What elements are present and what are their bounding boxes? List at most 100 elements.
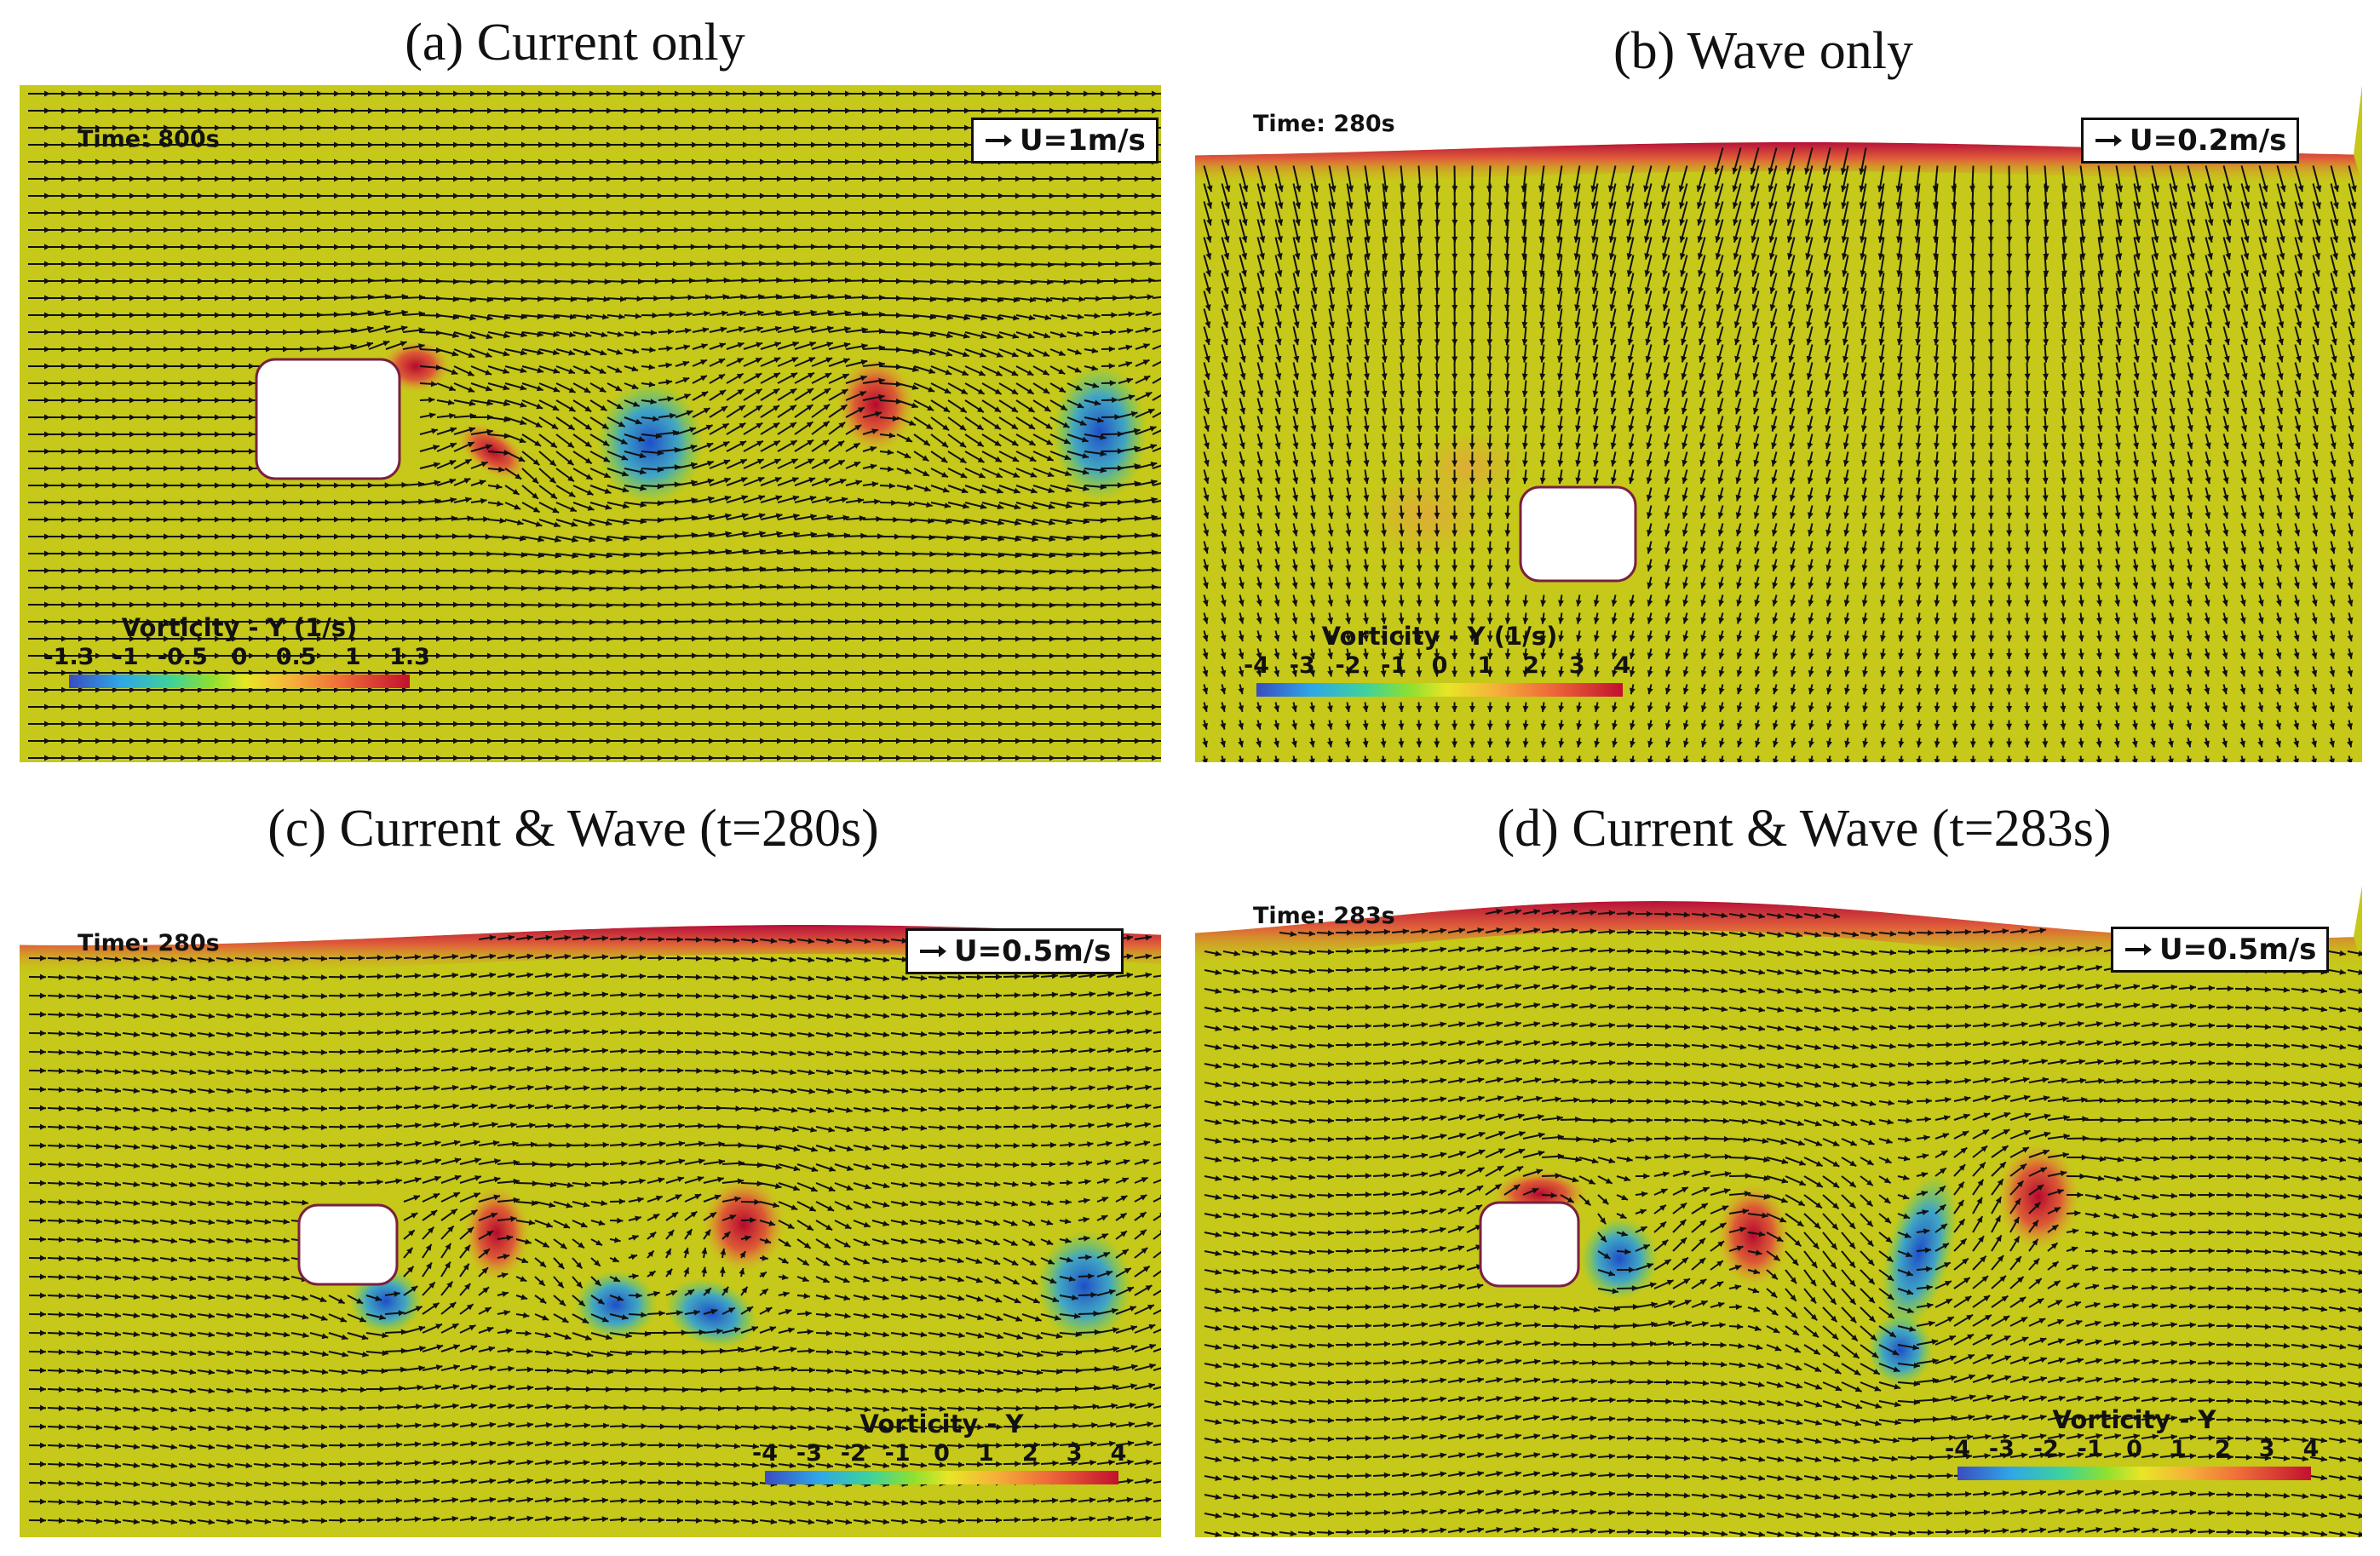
velocity-arrowhead [839, 479, 847, 485]
velocity-arrowhead [551, 423, 559, 429]
velocity-arrowhead [1113, 278, 1120, 284]
velocity-arrowhead [433, 445, 440, 451]
velocity-arrowhead [430, 381, 438, 388]
velocity-arrowhead [1128, 311, 1135, 318]
velocity-arrowhead [537, 331, 543, 338]
velocity-arrowhead [790, 372, 797, 379]
velocity-arrowhead [686, 311, 693, 318]
velocity-arrowhead [554, 537, 561, 543]
velocity-arrowhead [687, 294, 694, 301]
velocity-arrowhead [844, 294, 851, 301]
velocity-arrowhead [603, 296, 610, 302]
velocity-arrowhead [837, 460, 845, 466]
velocity-arrowhead [739, 440, 747, 447]
velocity-arrowhead [773, 458, 781, 465]
velocity-arrowhead [602, 313, 609, 320]
velocity-arrowhead [654, 278, 661, 284]
velocity-arrowhead [639, 452, 647, 459]
velocity-arrowhead [718, 374, 726, 380]
velocity-arrowhead [512, 489, 520, 495]
velocity-arrowhead [503, 368, 509, 374]
velocity-arrowhead [615, 367, 622, 373]
panel-c-title: (c) Current & Wave (t=280s) [267, 800, 879, 858]
velocity-arrowhead [775, 309, 782, 316]
velocity-arrowhead [1079, 420, 1087, 426]
velocity-arrowhead [1060, 405, 1067, 411]
velocity-arrowhead [467, 515, 474, 522]
velocity-arrowhead [1083, 485, 1089, 491]
velocity-arrow [1152, 262, 1161, 265]
velocity-arrowhead [826, 514, 833, 520]
velocity-arrowhead [503, 350, 510, 357]
velocity-arrowhead [757, 477, 765, 483]
velocity-arrowhead [878, 377, 885, 384]
velocity-arrowhead [725, 566, 732, 572]
velocity-arrowhead [911, 384, 919, 391]
velocity-arrowhead [1027, 406, 1035, 412]
velocity-arrowhead [1081, 261, 1088, 267]
velocity-arrowhead [532, 506, 540, 513]
velocity-arrowhead [826, 342, 833, 347]
velocity-arrowhead [584, 423, 592, 430]
velocity-arrowhead [671, 278, 678, 284]
velocity-arrowhead [401, 309, 408, 316]
velocity-arrow [1152, 377, 1161, 384]
velocity-arrowhead [792, 513, 800, 520]
velocity-arrowhead [978, 472, 986, 479]
velocity-arrowhead [1012, 314, 1020, 321]
velocity-arrowhead [792, 341, 799, 347]
velocity-arrowhead [638, 436, 645, 442]
velocity-arrowhead [485, 352, 492, 358]
velocity-arrowhead [946, 332, 953, 339]
velocity-arrowhead [1080, 278, 1087, 285]
velocity-arrowhead [431, 428, 438, 434]
velocity-arrowhead [537, 313, 543, 320]
velocity-arrowhead [434, 497, 441, 504]
velocity-arrowhead [552, 507, 560, 513]
velocity-arrowhead [567, 475, 574, 482]
velocity-arrowhead [994, 388, 1002, 394]
velocity-arrowhead [824, 388, 831, 394]
velocity-arrowhead [720, 326, 727, 333]
velocity-arrowhead [600, 405, 607, 411]
velocity-arrowhead [637, 278, 645, 284]
velocity-arrowhead [708, 514, 715, 520]
velocity-arrowhead [806, 422, 813, 428]
velocity-arrowhead [944, 502, 951, 508]
velocity-arrowhead [480, 497, 487, 504]
velocity-arrowhead [928, 349, 936, 356]
velocity-arrowhead [1098, 261, 1105, 267]
velocity-arrowhead [859, 375, 867, 382]
velocity-arrowhead [790, 388, 797, 395]
velocity-arrowhead [589, 537, 595, 543]
velocity-arrowhead [844, 326, 851, 333]
velocity-arrowhead [719, 389, 727, 396]
velocity-arrowhead [722, 441, 730, 447]
velocity-arrowhead [946, 534, 953, 541]
velocity-arrowhead [793, 566, 800, 573]
velocity-arrowhead [486, 428, 493, 435]
velocity-arrowhead [570, 296, 577, 302]
velocity-arrowhead [860, 359, 868, 365]
velocity-arrowhead [756, 422, 763, 429]
velocity-arrowhead [944, 388, 951, 393]
velocity-arrowhead [1011, 439, 1019, 446]
velocity-arrowhead [640, 485, 647, 491]
velocity-arrowhead [1011, 388, 1019, 394]
velocity-arrowhead [639, 468, 647, 475]
velocity-arrowhead [672, 429, 679, 436]
velocity-arrowhead [1043, 388, 1050, 393]
velocity-arrowhead [619, 296, 627, 302]
velocity-arrowhead [467, 441, 474, 448]
velocity-arrowhead [1062, 422, 1070, 428]
velocity-arrowhead [1096, 278, 1103, 284]
velocity-arrowhead [568, 387, 576, 393]
velocity-arrowhead [599, 386, 606, 393]
velocity-arrowhead [604, 488, 612, 494]
velocity-arrowhead [520, 419, 526, 426]
velocity-arrowhead [652, 312, 658, 319]
velocity-arrowhead [640, 551, 647, 558]
velocity-arrowhead [469, 400, 476, 406]
velocity-arrowhead [701, 343, 708, 349]
velocity-arrowhead [705, 424, 713, 431]
